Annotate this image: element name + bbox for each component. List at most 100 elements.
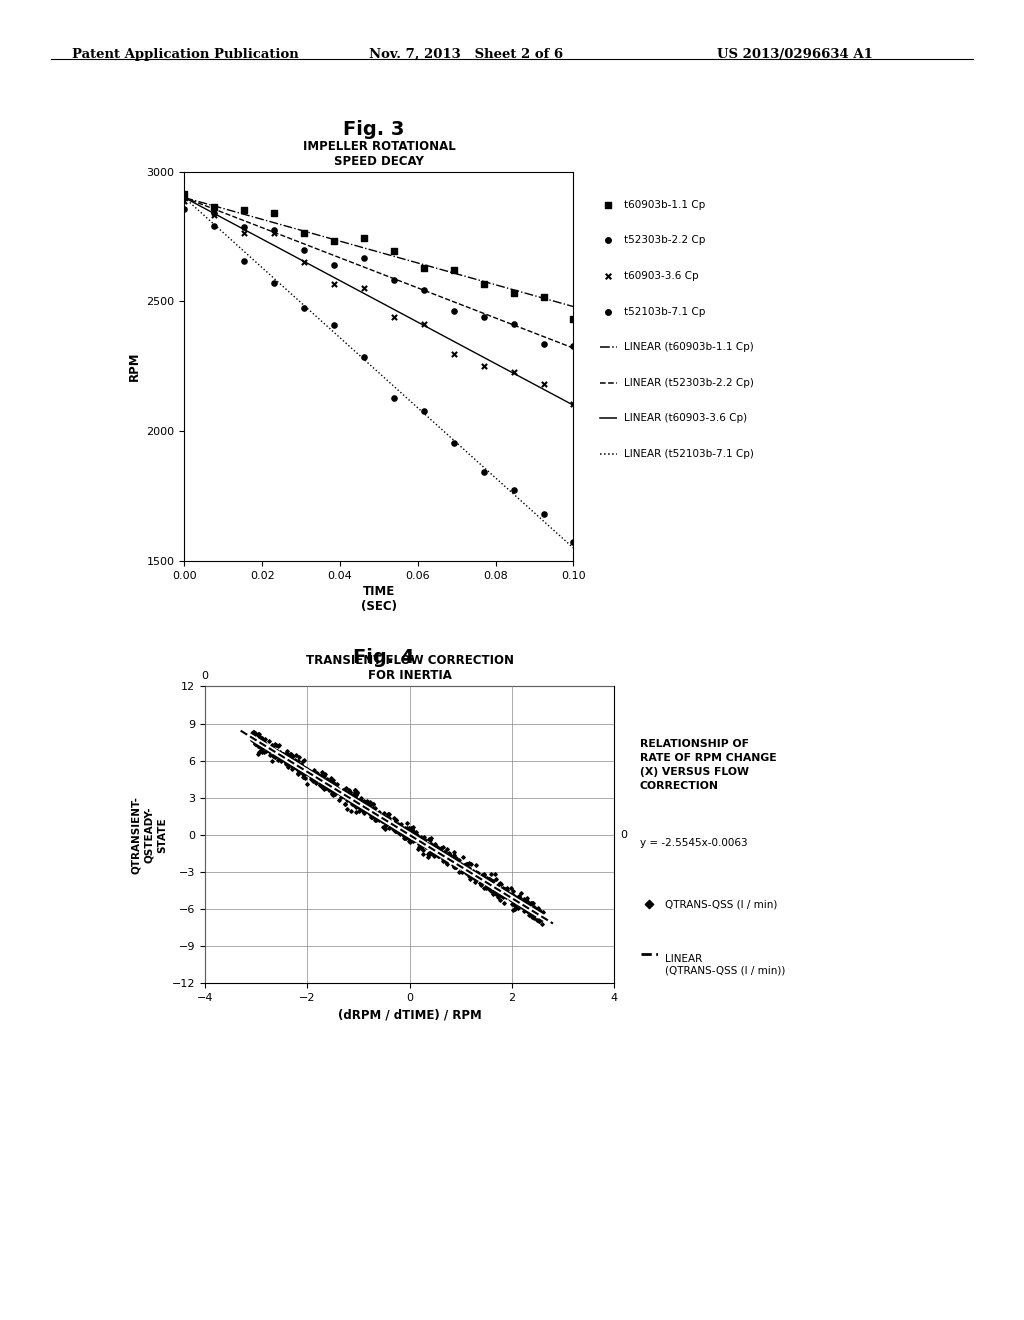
Point [518,887,535,908]
Point [475,865,492,886]
Point [475,273,492,294]
Point [495,876,511,898]
Point [471,873,487,894]
Point [296,763,312,784]
Point [456,855,472,876]
Point [324,784,340,805]
Point [524,907,541,928]
Text: LINEAR (t52303b-2.2 Cp): LINEAR (t52303b-2.2 Cp) [624,378,754,388]
Point [508,890,524,911]
Point [265,742,282,763]
Point [495,878,511,899]
Point [296,298,312,319]
Point [283,748,299,770]
Point [261,738,278,759]
Point [324,772,340,793]
Point [374,810,390,832]
Point [407,830,423,851]
Point [288,758,304,779]
Point [276,746,293,767]
Point [600,230,616,251]
Point [516,900,532,921]
Point [442,847,459,869]
Point [475,306,492,327]
Point [520,900,537,921]
Point [526,903,543,924]
Point [309,762,326,783]
Point [296,750,312,771]
Point [411,830,427,851]
Point [430,841,446,862]
Point [367,804,383,825]
Point [365,797,381,818]
Point [317,763,334,784]
Point [358,796,375,817]
Point [255,737,271,758]
Point [327,775,343,796]
Point [504,883,520,904]
Point [438,853,455,874]
Point [246,722,262,743]
Point [473,870,489,891]
Point [324,780,340,801]
Point [250,725,266,746]
Point [520,898,537,919]
Point [355,799,372,820]
Point [287,751,303,772]
Point [270,750,287,771]
Point [386,240,402,261]
Point [468,867,484,888]
Point [418,836,434,857]
Point [502,888,518,909]
Point [278,747,294,768]
Point [465,862,481,883]
Point [355,227,372,248]
Point [256,729,272,750]
Point [266,219,283,240]
Point [300,763,316,784]
Point [441,843,458,865]
Point [342,788,358,809]
Point [259,739,275,760]
Point [269,746,286,767]
Point [341,783,357,804]
Point [536,504,552,525]
Point [489,875,506,896]
Point [525,907,542,928]
Point [288,744,304,766]
Point [465,867,481,888]
Point [530,911,547,932]
Point [481,869,498,890]
Point [447,849,464,870]
Point [476,863,493,884]
Point [497,892,513,913]
Point [298,760,314,781]
Point [374,805,390,826]
Point [278,754,294,775]
Point [374,808,390,829]
Point [478,878,495,899]
Point [351,796,368,817]
Point [307,763,324,784]
Point [265,734,282,755]
Point [255,730,271,751]
Point [297,767,313,788]
Point [276,750,293,771]
Point [477,870,494,891]
Point [519,900,536,921]
Point [521,906,538,927]
Point [278,752,294,774]
Point [325,777,341,799]
Point [498,883,514,904]
Point [404,821,421,842]
Point [289,754,305,775]
Point [398,824,415,845]
Point [362,795,379,816]
Point [284,746,300,767]
Point [641,894,657,915]
Point [445,259,462,280]
Point [372,807,388,828]
Point [451,855,467,876]
Point [206,216,222,238]
Point [265,746,282,767]
